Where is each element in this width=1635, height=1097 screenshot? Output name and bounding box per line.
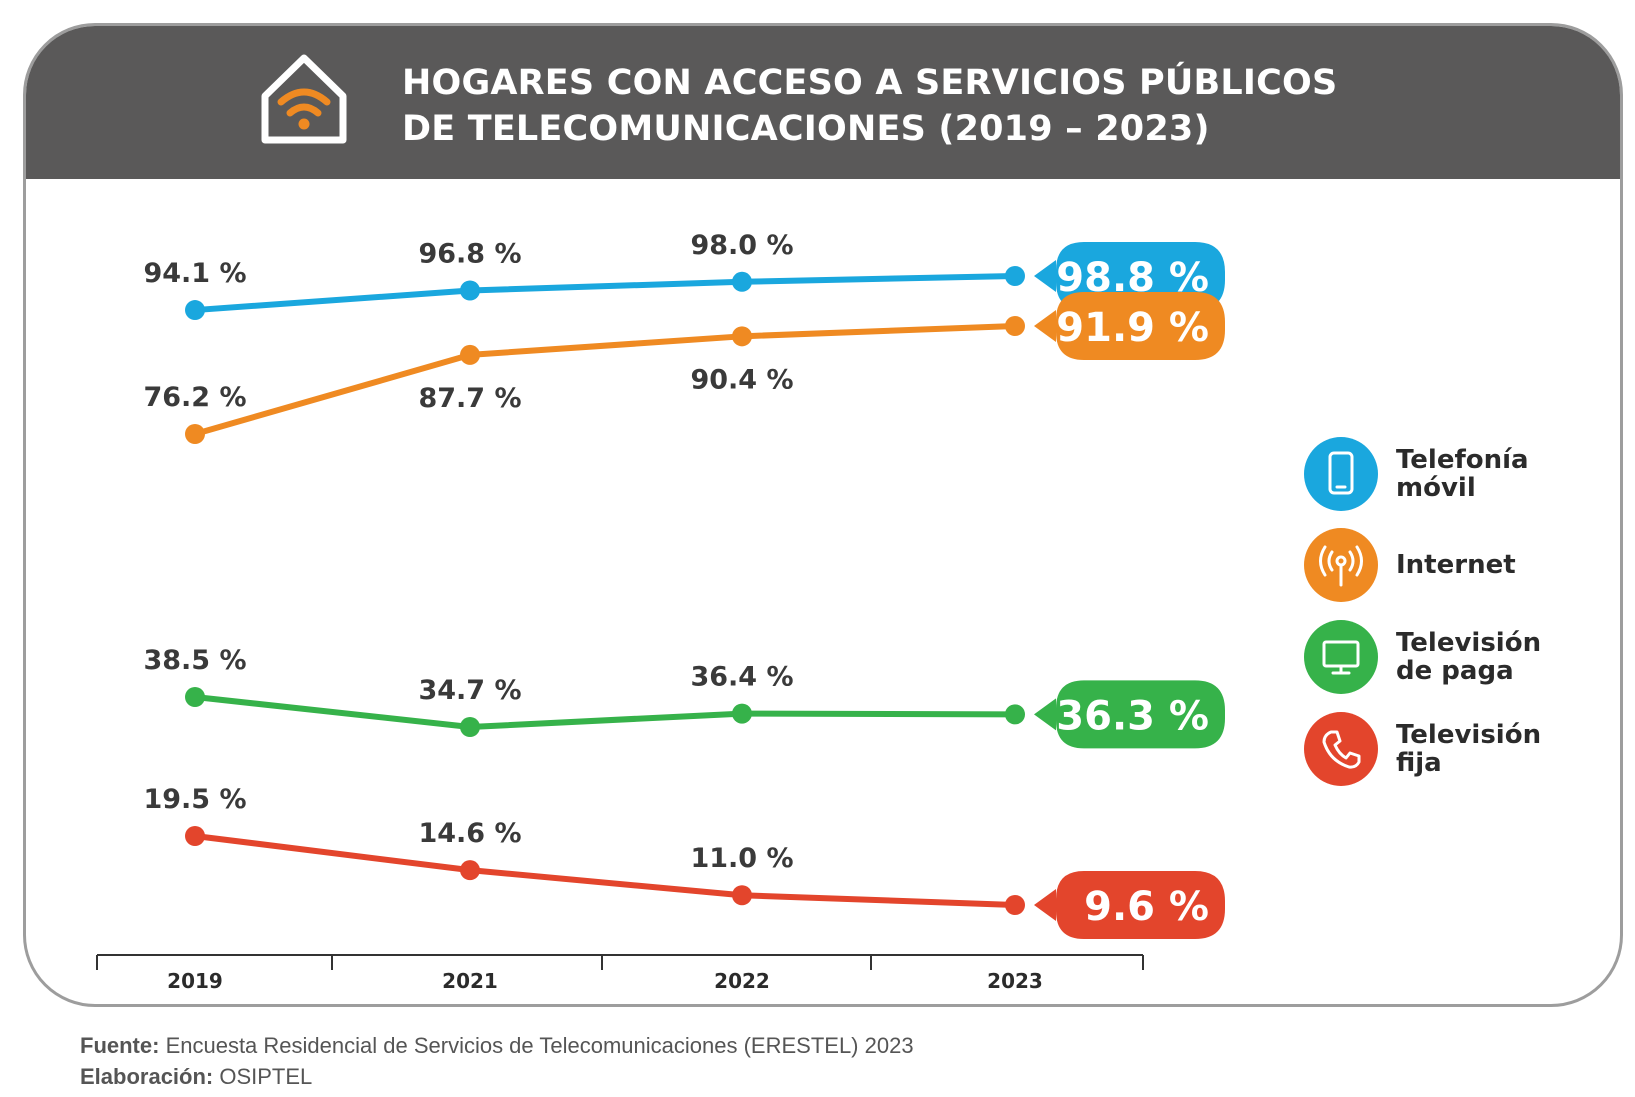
callout-tv-paga: 36.3 % — [1034, 680, 1225, 749]
title-line-1: HOGARES CON ACCESO A SERVICIOS PÚBLICOS — [402, 63, 1338, 103]
data-label-tv-paga-2019: 38.5 % — [143, 645, 246, 676]
house-wifi-icon — [261, 54, 347, 144]
x-tick-label-2021: 2021 — [442, 969, 498, 993]
data-label-tv-paga-2022: 36.4 % — [690, 662, 793, 693]
source-label: Fuente: — [80, 1033, 160, 1058]
title-line-2: DE TELECOMUNICACIONES (2019 – 2023) — [402, 109, 1210, 149]
data-point-movil-2019 — [185, 300, 205, 321]
series-internet: 76.2 % 87.7 % 90.4 % 91.9 % — [143, 292, 1225, 444]
legend-label-tv-paga: Televisión de paga — [1396, 628, 1542, 686]
callout-tv-fija: 9.6 % — [1034, 871, 1225, 939]
data-label-internet-2019: 76.2 % — [143, 382, 246, 413]
source-line: Fuente: Encuesta Residencial de Servicio… — [80, 1030, 914, 1061]
callout-badge-tv-fija — [1034, 871, 1225, 939]
callout-value-internet: 91.9 % — [1056, 305, 1209, 351]
data-label-movil-2021: 96.8 % — [418, 238, 521, 269]
callout-value-tv-paga: 36.3 % — [1056, 693, 1209, 739]
legend-label-movil: Telefonía móvil — [1396, 445, 1529, 503]
x-tick-label-2023: 2023 — [987, 969, 1043, 993]
callout-badge-internet — [1034, 292, 1225, 360]
data-point-tv-fija-2021 — [460, 860, 480, 881]
chart-title: HOGARES CON ACCESO A SERVICIOS PÚBLICOS … — [402, 60, 1337, 152]
data-point-tv-paga-2022 — [732, 703, 752, 724]
data-label-tv-fija-2021: 14.6 % — [418, 818, 521, 849]
callout-value-tv-fija: 9.6 % — [1084, 884, 1209, 930]
legend-color-movil — [1304, 437, 1378, 511]
credit-label: Elaboración: — [80, 1064, 214, 1089]
data-point-tv-paga-2023 — [1005, 704, 1025, 725]
data-point-movil-2023 — [1005, 266, 1025, 286]
data-point-tv-paga-2019 — [185, 687, 205, 707]
series-line-tv-fija — [192, 833, 1018, 908]
series-line-internet — [192, 323, 1018, 437]
data-label-tv-fija-2019: 19.5 % — [143, 784, 246, 815]
data-point-internet-2023 — [1005, 316, 1025, 336]
x-tick-label-2019: 2019 — [167, 969, 223, 993]
x-axis: 2019 2021 2022 2023 — [96, 954, 1144, 993]
credit-line: Elaboración: OSIPTEL — [80, 1061, 914, 1092]
series-line-movil — [192, 273, 1018, 314]
data-point-tv-paga-2021 — [460, 717, 480, 737]
footer: Fuente: Encuesta Residencial de Servicio… — [80, 1030, 914, 1092]
data-label-tv-fija-2022: 11.0 % — [690, 843, 793, 874]
series-movil: 94.1 %96.8 % 98.0 %98.8 % — [143, 230, 1225, 321]
data-point-internet-2021 — [460, 344, 480, 365]
data-label-internet-2022: 90.4 % — [690, 364, 793, 395]
callout-internet: 91.9 % — [1034, 292, 1225, 360]
legend-color-tv-paga — [1304, 620, 1378, 694]
data-point-internet-2019 — [185, 424, 205, 444]
antenna-icon — [1319, 545, 1363, 587]
series-tv-fija: 19.5 % 14.6 % 11.0 % 9.6 % — [143, 784, 1225, 939]
data-point-tv-fija-2022 — [732, 885, 752, 906]
series-tv-paga: 38.5 % 34.7 % 36.4 % 36.3 % — [143, 645, 1225, 749]
source-text: Encuesta Residencial de Servicios de Tel… — [159, 1033, 914, 1058]
legend-color-internet — [1304, 528, 1378, 602]
phone-icon — [1322, 730, 1361, 769]
legend-label-internet: Internet — [1396, 550, 1516, 580]
data-point-internet-2022 — [732, 326, 752, 347]
data-label-tv-paga-2021: 34.7 % — [418, 675, 521, 706]
data-label-internet-2021: 87.7 % — [418, 383, 521, 414]
chart-card: HOGARES CON ACCESO A SERVICIOS PÚBLICOS … — [23, 23, 1623, 1007]
legend-label-tv-fija: Televisión fija — [1396, 720, 1542, 778]
data-point-movil-2022 — [732, 271, 752, 292]
monitor-icon — [1322, 640, 1360, 675]
legend-color-tv-fija — [1304, 712, 1378, 786]
data-label-movil-2022: 98.0 % — [690, 230, 793, 261]
data-point-tv-fija-2023 — [1005, 895, 1025, 915]
title-banner: HOGARES CON ACCESO A SERVICIOS PÚBLICOS … — [26, 26, 1620, 179]
x-tick-label-2022: 2022 — [714, 969, 770, 993]
data-point-movil-2021 — [460, 280, 480, 301]
data-point-tv-fija-2019 — [185, 826, 205, 846]
callout-badge-tv-paga — [1034, 680, 1225, 749]
smartphone-icon — [1328, 451, 1354, 495]
series-line-tv-paga — [192, 694, 1018, 730]
data-label-movil-2019: 94.1 % — [143, 258, 246, 289]
credit-text: OSIPTEL — [213, 1064, 313, 1089]
